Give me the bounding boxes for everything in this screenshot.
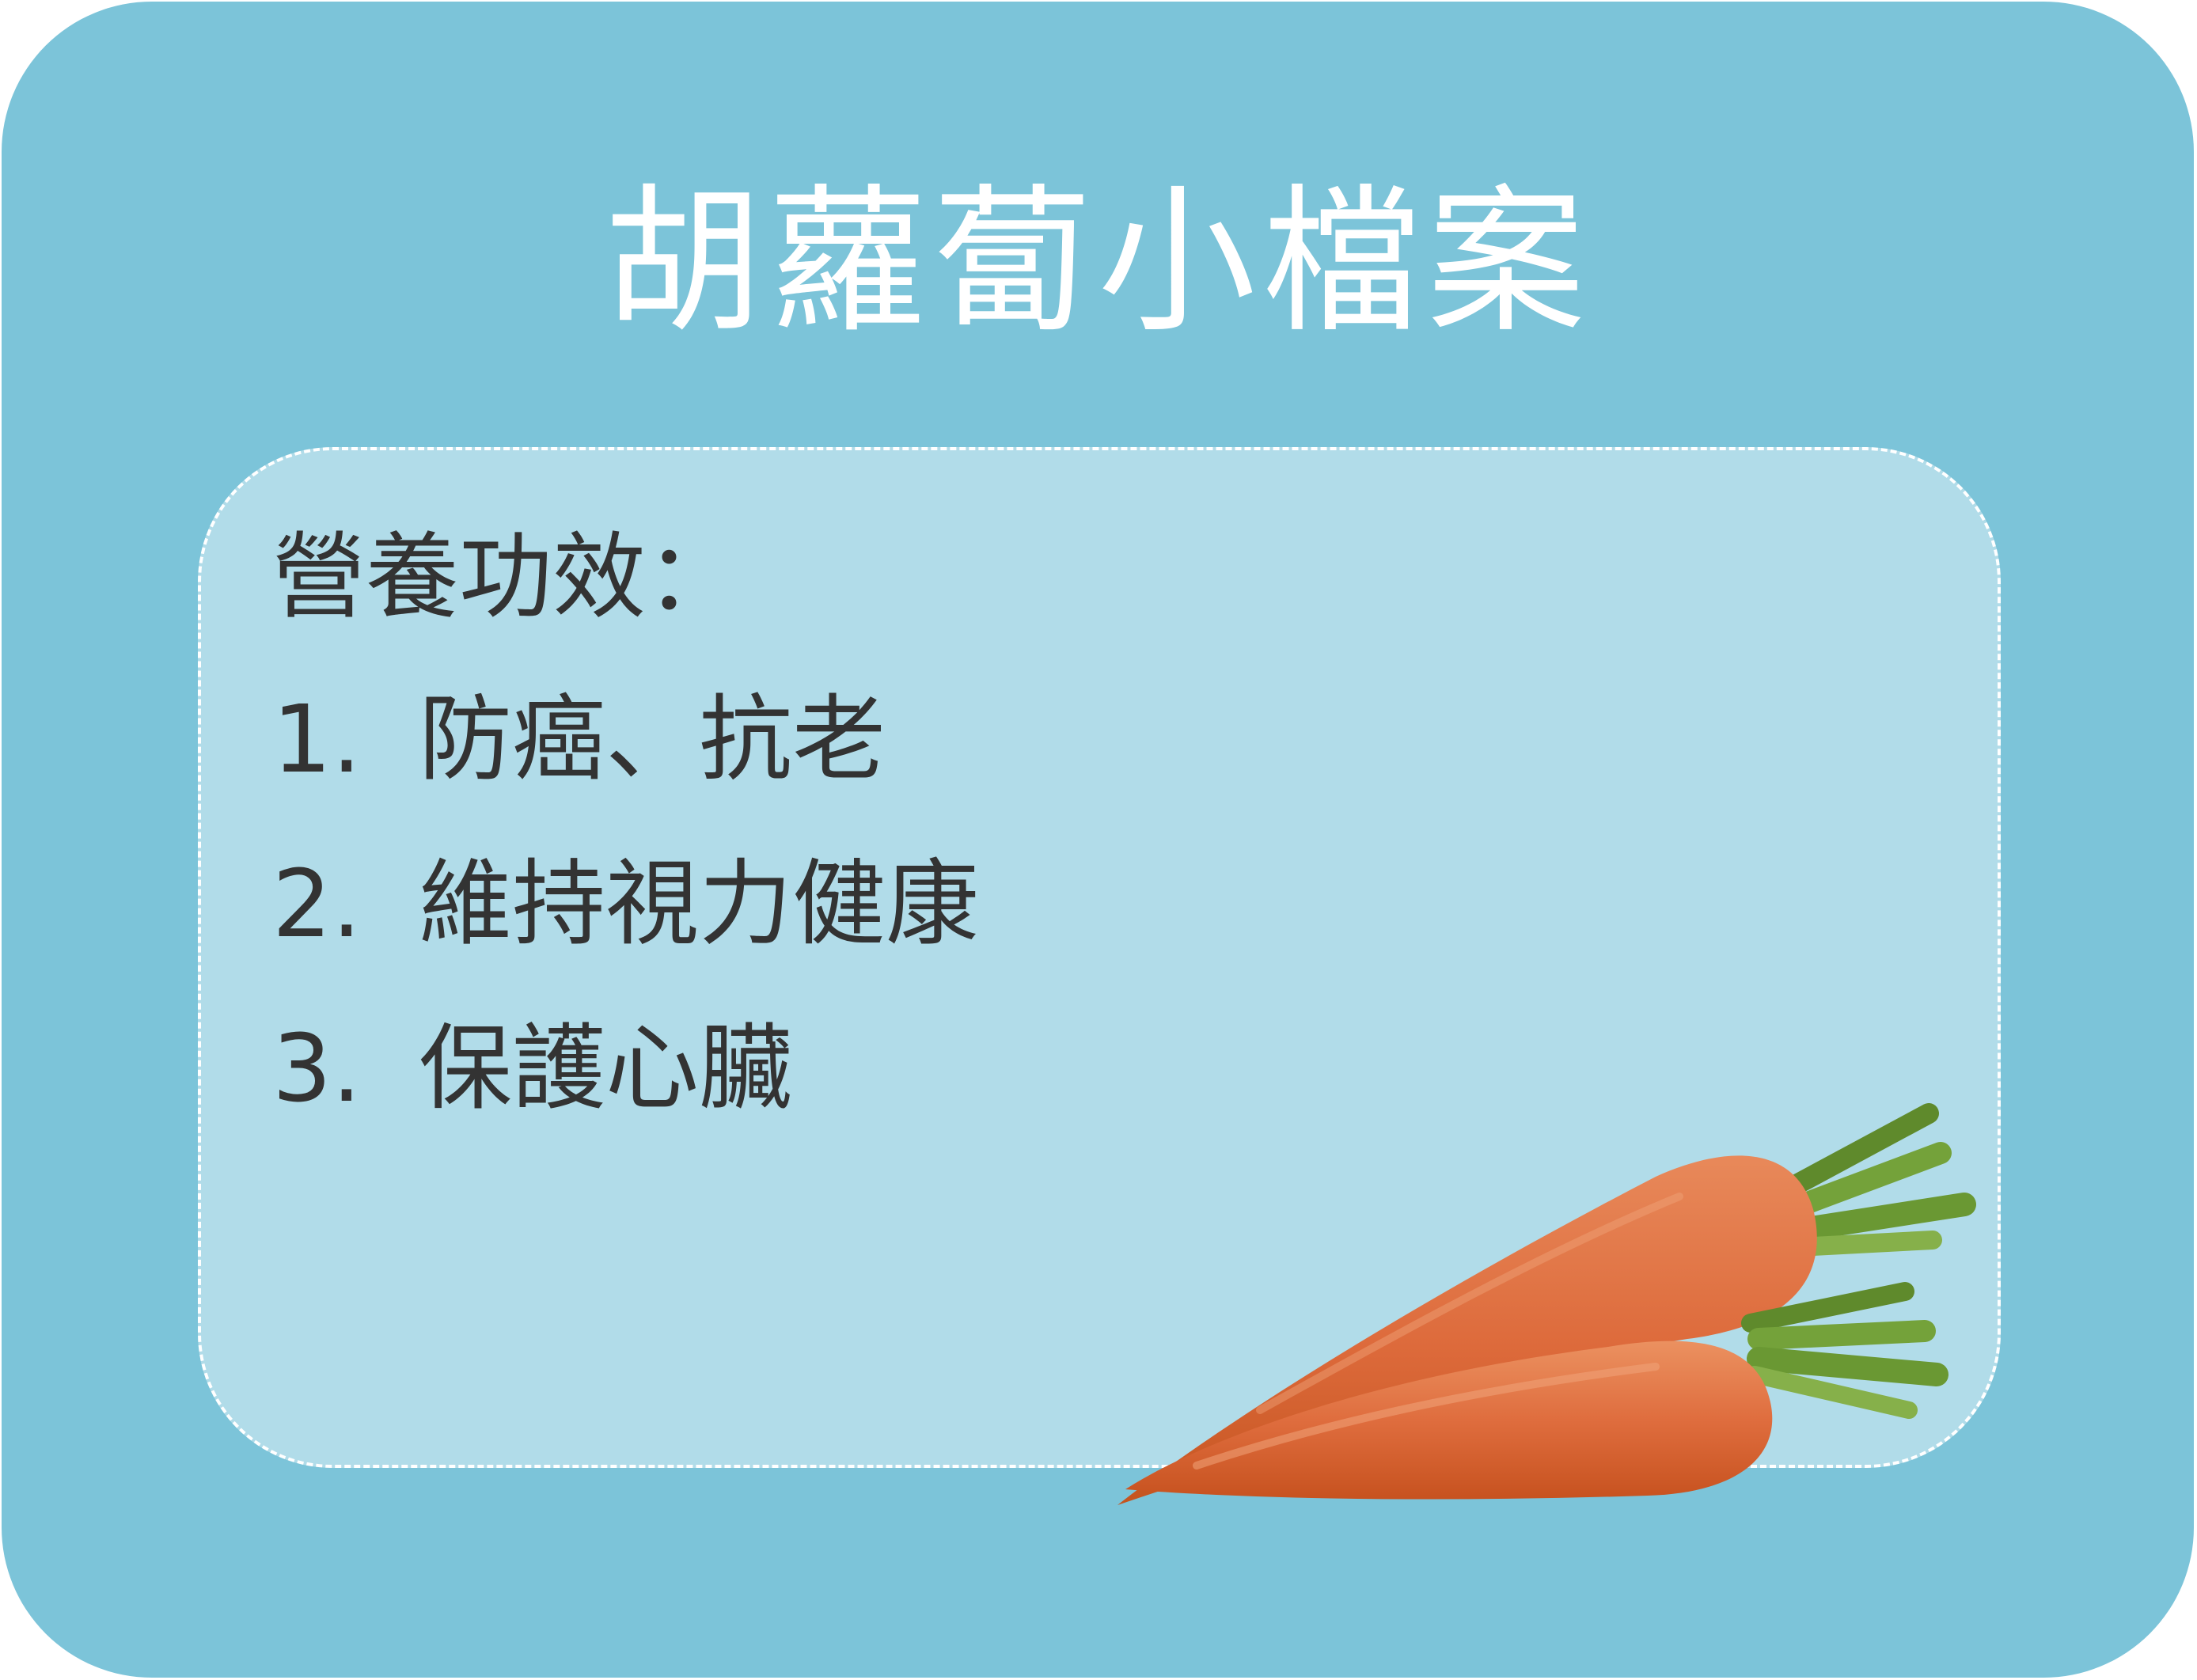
nutrition-heading: 營養功效： — [272, 522, 740, 631]
benefit-list: 1. 防癌、抗老 2. 維持視力健康 3. 保護心臟 — [272, 680, 979, 1174]
leaf-icon — [1741, 1282, 1948, 1419]
page-title: 胡蘿蔔小檔案 — [603, 170, 1592, 355]
carrot-icon — [1125, 1341, 1773, 1500]
carrots-illustration — [1117, 1103, 1976, 1505]
list-item: 3. 保護心臟 — [272, 1009, 979, 1128]
benefit-number: 3. — [272, 1014, 362, 1123]
benefit-number: 2. — [272, 849, 362, 958]
benefit-text: 維持視力健康 — [419, 849, 980, 958]
benefit-text: 防癌、抗老 — [419, 685, 886, 794]
benefit-number: 1. — [272, 685, 362, 794]
benefit-text: 保護心臟 — [419, 1014, 793, 1123]
nutrition-panel: 營養功效： 1. 防癌、抗老 2. 維持視力健康 3. 保護心臟 — [198, 447, 2001, 1468]
list-item: 2. 維持視力健康 — [272, 844, 979, 963]
list-item: 1. 防癌、抗老 — [272, 680, 979, 798]
